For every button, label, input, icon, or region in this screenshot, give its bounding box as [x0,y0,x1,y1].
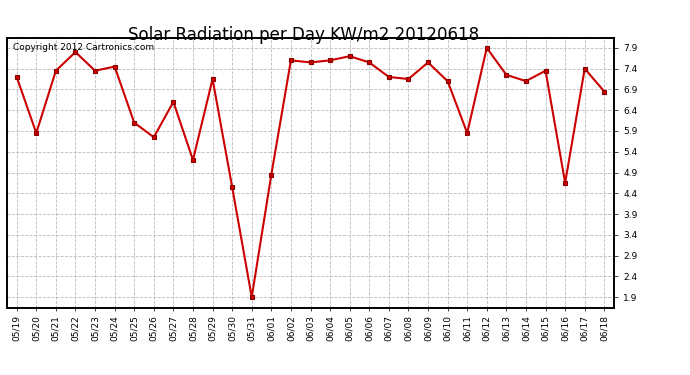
Text: Solar Radiation per Day KW/m2 20120618: Solar Radiation per Day KW/m2 20120618 [128,26,479,44]
Text: Copyright 2012 Cartronics.com: Copyright 2012 Cartronics.com [13,43,154,52]
